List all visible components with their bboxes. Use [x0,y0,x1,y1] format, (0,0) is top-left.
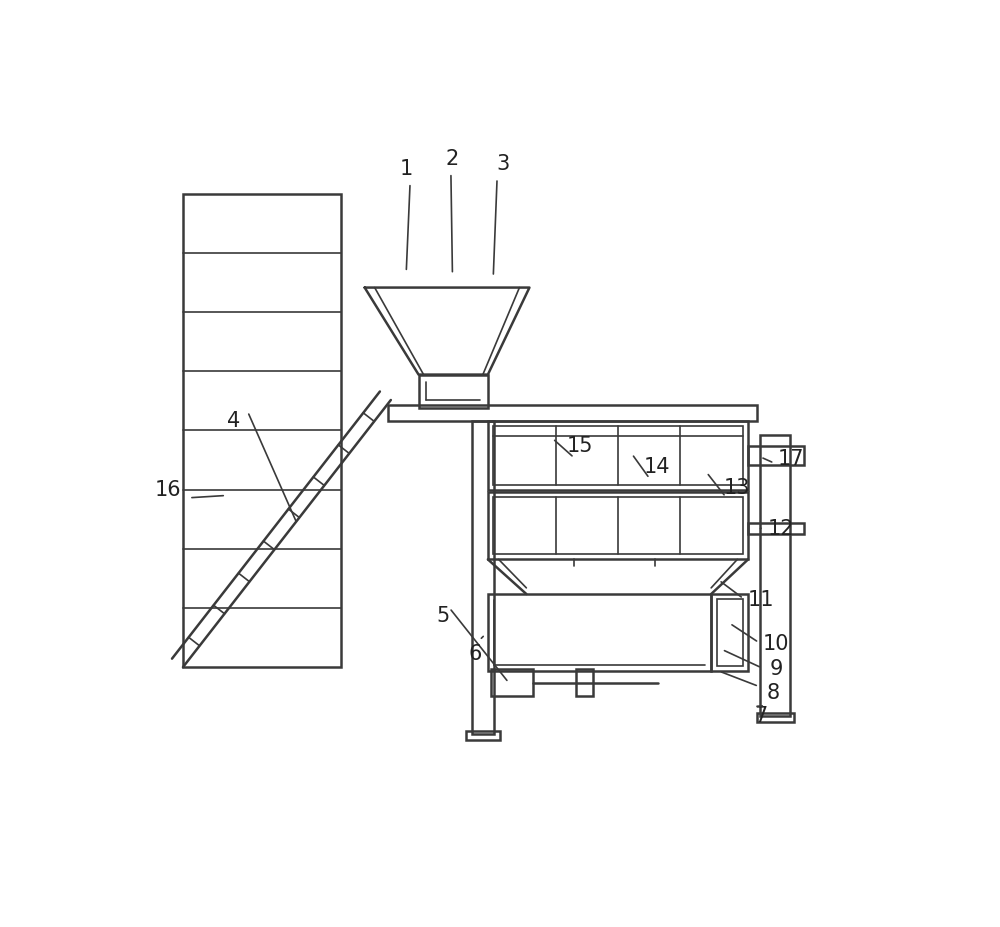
Bar [419,375,488,408]
Text: 13: 13 [724,477,751,498]
Text: 1: 1 [400,159,413,179]
Bar [388,405,757,421]
Bar [493,497,743,554]
Text: 10: 10 [763,634,789,654]
Text: 8: 8 [766,682,779,703]
Text: 7: 7 [754,705,767,726]
Bar [757,713,794,722]
Bar [488,421,748,490]
Bar [472,421,494,734]
Bar [488,594,711,671]
Bar [760,435,790,716]
Text: 2: 2 [446,149,459,169]
Text: 6: 6 [469,644,482,664]
Bar [466,731,500,741]
Text: 3: 3 [497,155,510,174]
Bar [717,600,743,666]
Text: 5: 5 [437,605,450,626]
Text: 12: 12 [767,518,794,539]
Bar [491,669,533,695]
Text: 14: 14 [644,457,671,477]
Text: 15: 15 [567,437,594,456]
Text: 11: 11 [747,590,774,610]
Text: 17: 17 [778,450,804,469]
Text: 9: 9 [769,659,783,679]
Bar [488,491,748,559]
Bar [576,669,593,695]
Text: 4: 4 [227,411,240,431]
Bar [183,194,341,667]
Bar [748,523,804,534]
Text: 16: 16 [154,480,181,500]
Bar [493,426,743,485]
Bar [711,594,748,671]
Bar [748,446,804,464]
